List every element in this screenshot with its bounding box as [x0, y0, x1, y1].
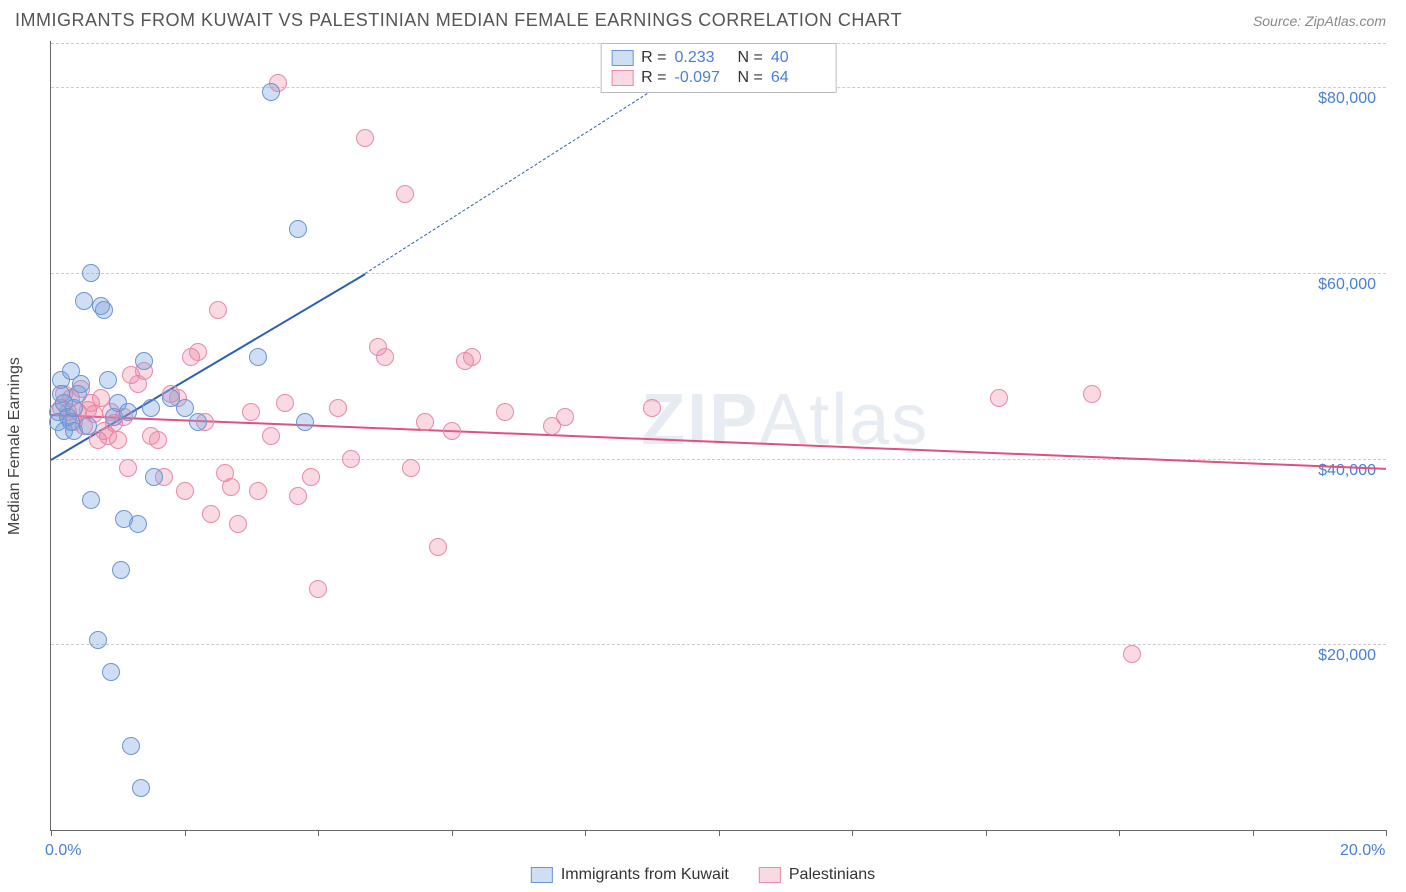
- data-point: [289, 487, 307, 505]
- gridline: [51, 644, 1386, 645]
- y-tick-label: $80,000: [1318, 90, 1376, 108]
- data-point: [249, 482, 267, 500]
- series-legend: Immigrants from Kuwait Palestinians: [531, 866, 875, 884]
- data-point: [149, 431, 167, 449]
- data-point: [242, 403, 260, 421]
- data-point: [276, 394, 294, 412]
- data-point: [119, 459, 137, 477]
- legend-item: Palestinians: [759, 866, 875, 884]
- data-point: [229, 515, 247, 533]
- chart-title: IMMIGRANTS FROM KUWAIT VS PALESTINIAN ME…: [15, 10, 902, 31]
- data-point: [129, 515, 147, 533]
- x-tick: [719, 830, 720, 836]
- data-point: [1083, 385, 1101, 403]
- data-point: [222, 478, 240, 496]
- data-point: [262, 83, 280, 101]
- data-point: [72, 375, 90, 393]
- data-point: [142, 399, 160, 417]
- x-tick: [185, 830, 186, 836]
- y-tick-label: $40,000: [1318, 462, 1376, 480]
- data-point: [396, 185, 414, 203]
- data-point: [79, 417, 97, 435]
- data-point: [75, 292, 93, 310]
- x-tick: [852, 830, 853, 836]
- trend-line: [364, 69, 685, 274]
- data-point: [249, 348, 267, 366]
- legend-item: Immigrants from Kuwait: [531, 866, 729, 884]
- data-point: [463, 348, 481, 366]
- legend-swatch-icon: [759, 867, 781, 883]
- legend-row: R = 0.233 N = 40: [611, 48, 826, 68]
- data-point: [302, 468, 320, 486]
- data-point: [145, 468, 163, 486]
- data-point: [1123, 645, 1141, 663]
- data-point: [402, 459, 420, 477]
- y-tick-label: $60,000: [1318, 276, 1376, 294]
- chart-source: Source: ZipAtlas.com: [1253, 13, 1386, 29]
- data-point: [202, 505, 220, 523]
- data-point: [132, 779, 150, 797]
- x-tick: [1386, 830, 1387, 836]
- data-point: [262, 427, 280, 445]
- data-point: [209, 301, 227, 319]
- data-point: [119, 403, 137, 421]
- data-point: [329, 399, 347, 417]
- x-tick: [51, 830, 52, 836]
- data-point: [356, 129, 374, 147]
- data-point: [309, 580, 327, 598]
- data-point: [416, 413, 434, 431]
- x-axis-min-label: 0.0%: [45, 842, 81, 860]
- data-point: [135, 352, 153, 370]
- data-point: [82, 491, 100, 509]
- data-point: [122, 737, 140, 755]
- data-point: [376, 348, 394, 366]
- data-point: [443, 422, 461, 440]
- x-tick: [318, 830, 319, 836]
- y-tick-label: $20,000: [1318, 647, 1376, 665]
- x-tick: [986, 830, 987, 836]
- legend-swatch-icon: [531, 867, 553, 883]
- correlation-legend: R = 0.233 N = 40 R = -0.097 N = 64: [600, 43, 837, 93]
- x-tick: [585, 830, 586, 836]
- data-point: [289, 220, 307, 238]
- data-point: [82, 264, 100, 282]
- data-point: [112, 561, 130, 579]
- data-point: [189, 343, 207, 361]
- data-point: [296, 413, 314, 431]
- trend-line: [51, 414, 1386, 470]
- data-point: [99, 371, 117, 389]
- legend-row: R = -0.097 N = 64: [611, 68, 826, 88]
- scatter-chart: ZIPAtlas R = 0.233 N = 40 R = -0.097 N =…: [50, 41, 1386, 831]
- data-point: [95, 301, 113, 319]
- x-tick: [1119, 830, 1120, 836]
- x-axis-max-label: 20.0%: [1340, 842, 1385, 860]
- x-tick: [1253, 830, 1254, 836]
- data-point: [176, 482, 194, 500]
- data-point: [990, 389, 1008, 407]
- data-point: [102, 663, 120, 681]
- data-point: [643, 399, 661, 417]
- data-point: [89, 631, 107, 649]
- x-tick: [452, 830, 453, 836]
- chart-header: IMMIGRANTS FROM KUWAIT VS PALESTINIAN ME…: [0, 0, 1406, 36]
- data-point: [189, 413, 207, 431]
- y-axis-title: Median Female Earnings: [6, 357, 24, 535]
- data-point: [342, 450, 360, 468]
- data-point: [556, 408, 574, 426]
- legend-swatch-icon: [611, 70, 633, 86]
- gridline: [51, 273, 1386, 274]
- data-point: [109, 431, 127, 449]
- legend-swatch-icon: [611, 50, 633, 66]
- data-point: [429, 538, 447, 556]
- data-point: [496, 403, 514, 421]
